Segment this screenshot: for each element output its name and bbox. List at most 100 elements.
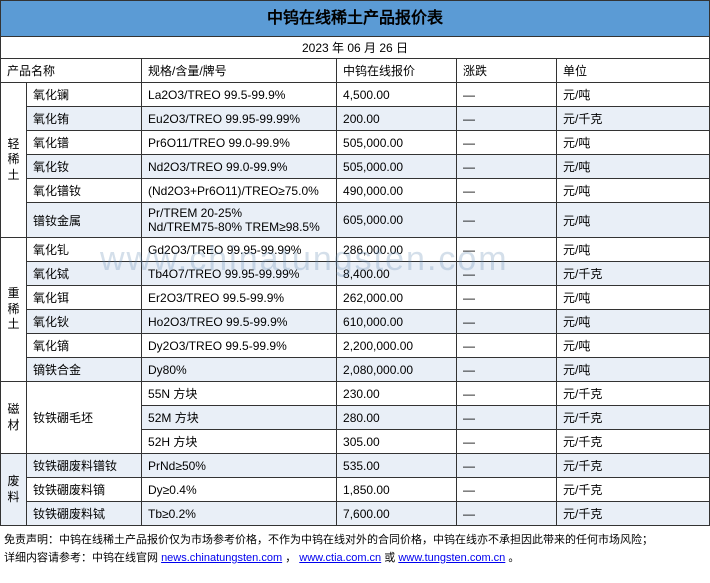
- header-spec: 规格/含量/牌号: [142, 59, 337, 83]
- category-cell: 磁材: [1, 382, 27, 454]
- page-wrapper: 中钨在线稀土产品报价表 2023 年 06 月 26 日 www.chinatu…: [0, 0, 710, 571]
- product-spec: Pr/TREM 20-25%Nd/TREM75-80% TREM≥98.5%: [142, 203, 337, 238]
- product-unit: 元/千克: [557, 262, 710, 286]
- product-spec: Gd2O3/TREO 99.95-99.99%: [142, 238, 337, 262]
- product-spec: La2O3/TREO 99.5-99.9%: [142, 83, 337, 107]
- product-name: 氧化镝: [27, 334, 142, 358]
- table-row: 重稀土氧化钆Gd2O3/TREO 99.95-99.99%286,000.00—…: [1, 238, 710, 262]
- product-unit: 元/吨: [557, 334, 710, 358]
- table-row: 钕铁硼废料铽Tb≥0.2%7,600.00—元/千克: [1, 502, 710, 526]
- product-unit: 元/千克: [557, 430, 710, 454]
- product-spec: Er2O3/TREO 99.5-99.9%: [142, 286, 337, 310]
- product-price: 535.00: [337, 454, 457, 478]
- table-row: 氧化铒Er2O3/TREO 99.5-99.9%262,000.00—元/吨: [1, 286, 710, 310]
- page-title: 中钨在线稀土产品报价表: [0, 0, 710, 36]
- product-unit: 元/吨: [557, 286, 710, 310]
- product-change: —: [457, 334, 557, 358]
- product-name: 氧化镧: [27, 83, 142, 107]
- product-spec: Dy≥0.4%: [142, 478, 337, 502]
- product-spec: Pr6O11/TREO 99.0-99.9%: [142, 131, 337, 155]
- product-name: 钕铁硼废料镝: [27, 478, 142, 502]
- product-unit: 元/吨: [557, 203, 710, 238]
- product-price: 2,200,000.00: [337, 334, 457, 358]
- table-row: 氧化铽Tb4O7/TREO 99.95-99.99%8,400.00—元/千克: [1, 262, 710, 286]
- product-price: 8,400.00: [337, 262, 457, 286]
- product-change: —: [457, 83, 557, 107]
- product-change: —: [457, 179, 557, 203]
- category-label: 磁材: [7, 402, 19, 433]
- product-spec: Dy80%: [142, 358, 337, 382]
- disclaimer-tail: 。: [508, 552, 519, 564]
- product-change: —: [457, 310, 557, 334]
- product-unit: 元/千克: [557, 454, 710, 478]
- product-spec: Tb4O7/TREO 99.95-99.99%: [142, 262, 337, 286]
- category-label: 轻稀土: [7, 137, 19, 184]
- product-spec: 52H 方块: [142, 430, 337, 454]
- disclaimer-sep2: 或: [384, 552, 398, 564]
- product-price: 605,000.00: [337, 203, 457, 238]
- product-price: 230.00: [337, 382, 457, 406]
- product-unit: 元/千克: [557, 478, 710, 502]
- disclaimer-sep1: ，: [285, 552, 296, 564]
- category-label: 废料: [7, 474, 19, 505]
- product-price: 490,000.00: [337, 179, 457, 203]
- disclaimer: 免责声明：中钨在线稀土产品报价仅为市场参考价格，不作为中钨在线对外的合同价格，中…: [0, 526, 710, 571]
- product-name: 氧化钆: [27, 238, 142, 262]
- product-spec: Ho2O3/TREO 99.5-99.9%: [142, 310, 337, 334]
- product-change: —: [457, 107, 557, 131]
- table-row: 氧化镨Pr6O11/TREO 99.0-99.9%505,000.00—元/吨: [1, 131, 710, 155]
- product-change: —: [457, 203, 557, 238]
- table-row: 钕铁硼废料镝Dy≥0.4%1,850.00—元/千克: [1, 478, 710, 502]
- product-price: 280.00: [337, 406, 457, 430]
- header-price: 中钨在线报价: [337, 59, 457, 83]
- product-change: —: [457, 155, 557, 179]
- product-price: 7,600.00: [337, 502, 457, 526]
- disclaimer-link-3[interactable]: www.tungsten.com.cn: [398, 552, 505, 564]
- product-unit: 元/吨: [557, 179, 710, 203]
- product-spec: PrNd≥50%: [142, 454, 337, 478]
- page-date: 2023 年 06 月 26 日: [0, 36, 710, 58]
- product-unit: 元/千克: [557, 107, 710, 131]
- product-price: 262,000.00: [337, 286, 457, 310]
- product-name: 氧化镨: [27, 131, 142, 155]
- table-row: 氧化钕Nd2O3/TREO 99.0-99.9%505,000.00—元/吨: [1, 155, 710, 179]
- disclaimer-link-1[interactable]: news.chinatungsten.com: [161, 552, 282, 564]
- product-spec: 55N 方块: [142, 382, 337, 406]
- product-unit: 元/吨: [557, 83, 710, 107]
- product-unit: 元/吨: [557, 238, 710, 262]
- product-name: 氧化镨钕: [27, 179, 142, 203]
- header-unit: 单位: [557, 59, 710, 83]
- product-price: 505,000.00: [337, 155, 457, 179]
- product-price: 200.00: [337, 107, 457, 131]
- header-name: 产品名称: [1, 59, 142, 83]
- product-unit: 元/吨: [557, 310, 710, 334]
- product-name: 氧化铕: [27, 107, 142, 131]
- product-change: —: [457, 358, 557, 382]
- product-spec: (Nd2O3+Pr6O11)/TREO≥75.0%: [142, 179, 337, 203]
- disclaimer-link-2[interactable]: www.ctia.com.cn: [299, 552, 381, 564]
- table-row: 镨钕金属Pr/TREM 20-25%Nd/TREM75-80% TREM≥98.…: [1, 203, 710, 238]
- product-change: —: [457, 406, 557, 430]
- table-row: 氧化铕Eu2O3/TREO 99.95-99.99%200.00—元/千克: [1, 107, 710, 131]
- product-unit: 元/吨: [557, 131, 710, 155]
- product-name: 氧化钬: [27, 310, 142, 334]
- product-spec: Tb≥0.2%: [142, 502, 337, 526]
- table-row: 氧化镨钕(Nd2O3+Pr6O11)/TREO≥75.0%490,000.00—…: [1, 179, 710, 203]
- table-row: 氧化钬Ho2O3/TREO 99.5-99.9%610,000.00—元/吨: [1, 310, 710, 334]
- header-row: 产品名称 规格/含量/牌号 中钨在线报价 涨跌 单位: [1, 59, 710, 83]
- product-name: 钕铁硼废料镨钕: [27, 454, 142, 478]
- table-row: 废料钕铁硼废料镨钕PrNd≥50%535.00—元/千克: [1, 454, 710, 478]
- product-unit: 元/千克: [557, 406, 710, 430]
- table-row: 镝铁合金Dy80%2,080,000.00—元/吨: [1, 358, 710, 382]
- product-change: —: [457, 430, 557, 454]
- disclaimer-line2a: 详细内容请参考：中钨在线官网: [4, 552, 161, 564]
- table-row: 轻稀土氧化镧La2O3/TREO 99.5-99.9%4,500.00—元/吨: [1, 83, 710, 107]
- product-unit: 元/吨: [557, 155, 710, 179]
- product-price: 305.00: [337, 430, 457, 454]
- product-spec: Eu2O3/TREO 99.95-99.99%: [142, 107, 337, 131]
- product-price: 610,000.00: [337, 310, 457, 334]
- product-change: —: [457, 262, 557, 286]
- category-cell: 废料: [1, 454, 27, 526]
- table-row: 氧化镝Dy2O3/TREO 99.5-99.9%2,200,000.00—元/吨: [1, 334, 710, 358]
- product-change: —: [457, 478, 557, 502]
